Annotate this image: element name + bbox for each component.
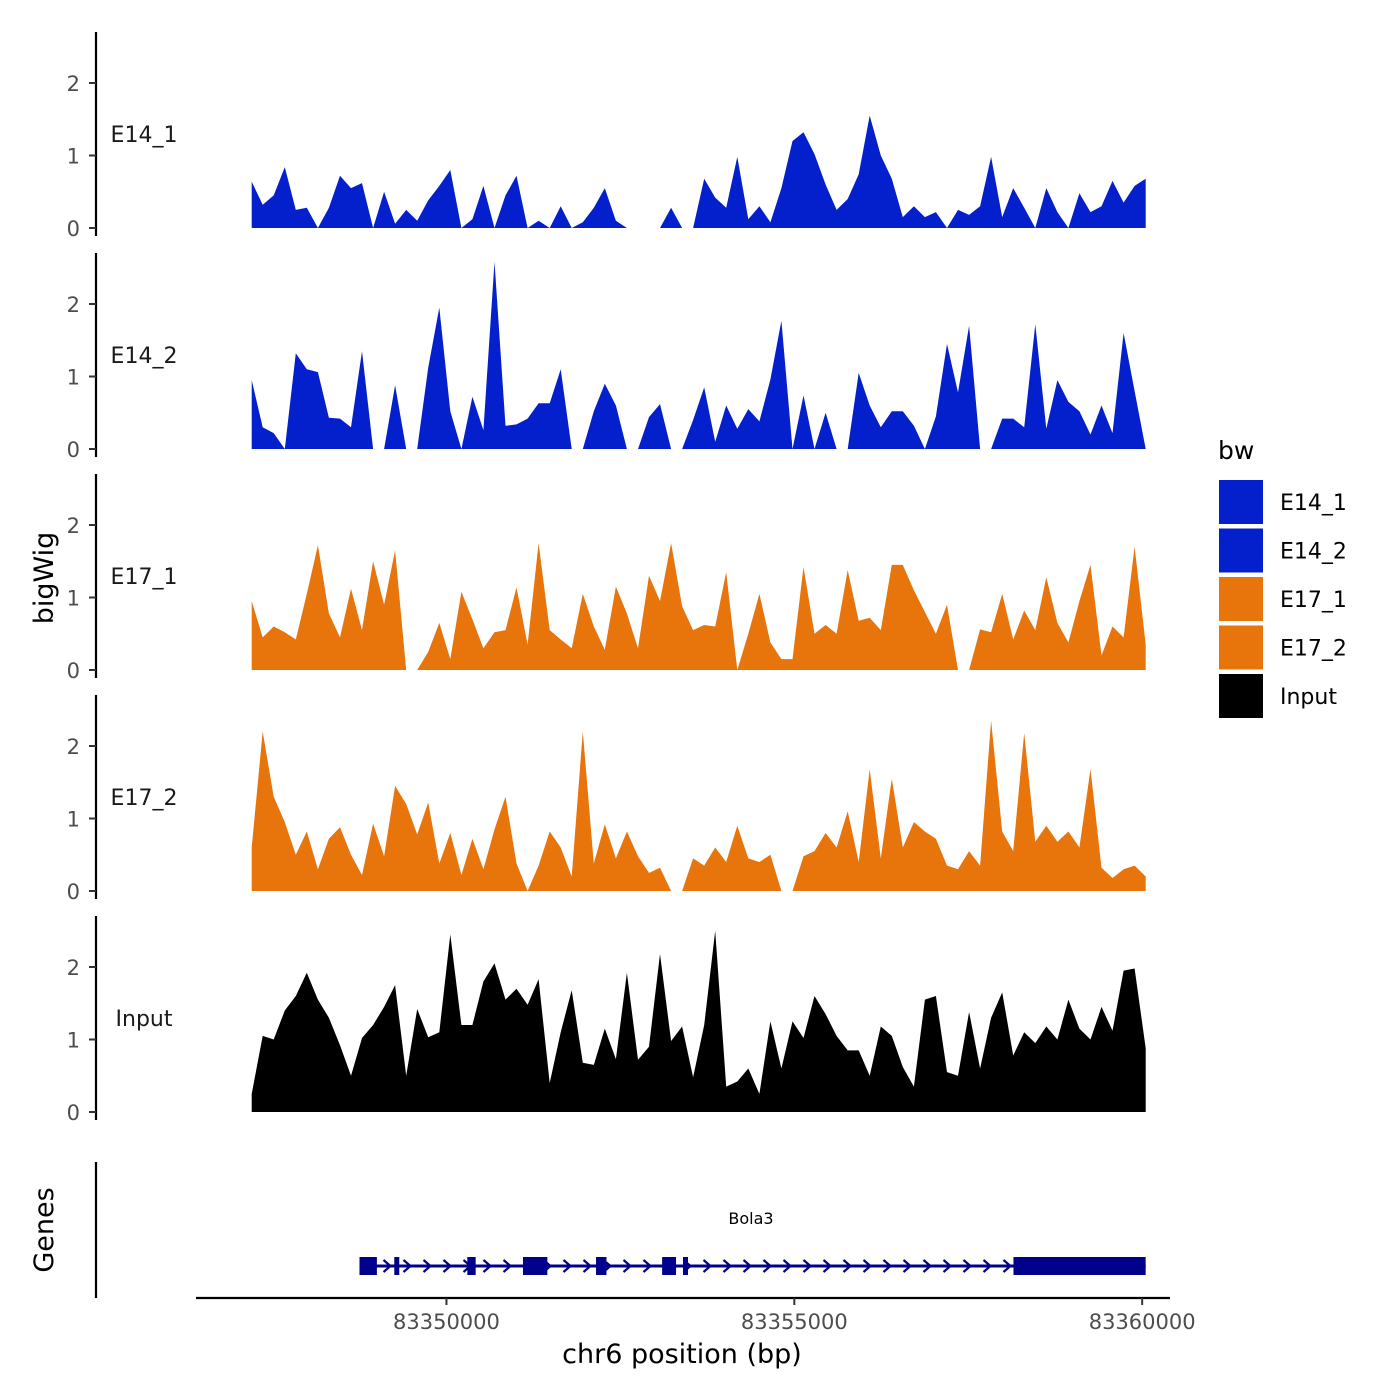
gene-track-label: Genes [29,1187,60,1272]
y-tick-label-E17_1-1: 1 [67,587,80,611]
x-tick-label-83355000: 83355000 [741,1310,848,1334]
strand-arrow [562,1259,573,1273]
y-tick-label-E14_1-0: 0 [67,217,80,241]
y-tick-label-E17_1-0: 0 [67,659,80,683]
strand-arrow [802,1259,813,1273]
exon-3 [467,1257,476,1275]
strand-arrow [382,1259,393,1273]
exon-5 [596,1257,607,1275]
strand-arrow [902,1259,913,1273]
legend-label-E17_2: E17_2 [1280,637,1347,662]
legend-swatch-E17_2 [1219,625,1263,670]
legend-swatch-E14_1 [1219,480,1263,524]
strand-arrow [782,1259,793,1273]
signal-area-E17_2 [251,720,1146,891]
track-label-E17_2: E17_2 [111,786,178,811]
gene-track: Genes Bola3 [29,1162,1146,1298]
strand-arrow [822,1259,833,1273]
signal-area-E14_2 [251,261,1146,449]
x-tick-label-83360000: 83360000 [1089,1310,1196,1334]
track-Input: 0 1 2 Input [67,916,1146,1125]
y-tick-label-E17_2-1: 1 [67,808,80,832]
y-tick-label-E14_1-1: 1 [67,145,80,169]
x-axis-title: chr6 position (bp) [562,1339,802,1370]
y-tick-label-Input-1: 1 [67,1029,80,1053]
track-label-E14_1: E14_1 [111,123,178,148]
legend-label-Input: Input [1280,685,1337,710]
x-tick-label-83350000: 83350000 [393,1310,500,1334]
strand-arrow [1002,1259,1013,1273]
strand-arrow [722,1259,733,1273]
strand-arrow [982,1259,993,1273]
strand-arrow [962,1259,973,1273]
y-tick-label-E17_2-0: 0 [67,880,80,904]
strand-arrow [482,1259,493,1273]
legend-label-E14_2: E14_2 [1280,540,1347,565]
gene-model [359,1257,1146,1275]
track-E14_2: 0 1 2 E14_2 [67,253,1146,462]
x-ticks: 83350000 83355000 83360000 [393,1298,1196,1334]
legend-swatch-Input [1219,674,1263,718]
exon-4 [522,1257,548,1275]
signal-area-Input [251,930,1146,1112]
legend-title: bw [1218,436,1254,465]
strand-arrow [942,1259,953,1273]
exon-7 [683,1257,688,1275]
y-tick-label-E14_2-1: 1 [67,366,80,390]
strand-arrow [842,1259,853,1273]
gene-name-label: Bola3 [728,1209,773,1228]
legend: bw E14_1 E14_2 E17_1 E17_2 Input [1218,436,1347,718]
legend-swatch-E17_1 [1219,577,1263,621]
y-tick-label-E17_2-2: 2 [67,735,80,759]
strand-arrow [422,1259,433,1273]
strand-arrow [442,1259,453,1273]
strand-arrow [922,1259,933,1273]
y-tick-label-E14_1-2: 2 [67,72,80,96]
signal-area-E14_1 [251,115,1146,228]
strand-arrow [502,1259,513,1273]
legend-label-E17_1: E17_1 [1280,588,1347,613]
strand-arrow [402,1259,413,1273]
strand-arrow [882,1259,893,1273]
strand-arrow [742,1259,753,1273]
track-label-E14_2: E14_2 [111,344,178,369]
exon-1 [359,1257,377,1275]
strand-arrow [642,1259,653,1273]
strand-arrow [862,1259,873,1273]
legend-swatch-E14_2 [1219,528,1263,573]
y-tick-label-E14_2-0: 0 [67,438,80,462]
exon-8 [1013,1257,1146,1275]
y-tick-label-Input-0: 0 [67,1101,80,1125]
track-E14_1: 0 1 2 E14_1 [67,32,1146,241]
track-label-E17_1: E17_1 [111,565,178,590]
legend-label-E14_1: E14_1 [1280,491,1347,516]
strand-arrow [582,1259,593,1273]
exon-6 [662,1257,677,1275]
track-E17_1: 0 1 2 E17_1 [67,474,1146,683]
exon-2 [394,1257,400,1275]
tracks: 0 1 2 E14_1 0 1 2 E14_2 0 1 2 E17_1 0 1 2 E17_2 0 1 2 Input [67,32,1146,1125]
track-E17_2: 0 1 2 E17_2 [67,695,1146,904]
strand-arrow [762,1259,773,1273]
y-tick-label-E14_2-2: 2 [67,293,80,317]
strand-arrow [702,1259,713,1273]
strand-arrow [622,1259,633,1273]
x-axis: 83350000 83355000 83360000 chr6 position (… [196,1296,1196,1370]
legend-entries: E14_1 E14_2 E17_1 E17_2 Input [1219,480,1347,718]
y-tick-label-Input-2: 2 [67,956,80,980]
track-label-Input: Input [116,1007,173,1032]
signal-area-E17_1 [251,543,1146,670]
y-tick-label-E17_1-2: 2 [67,514,80,538]
y-axis-title: bigWig [29,532,60,625]
